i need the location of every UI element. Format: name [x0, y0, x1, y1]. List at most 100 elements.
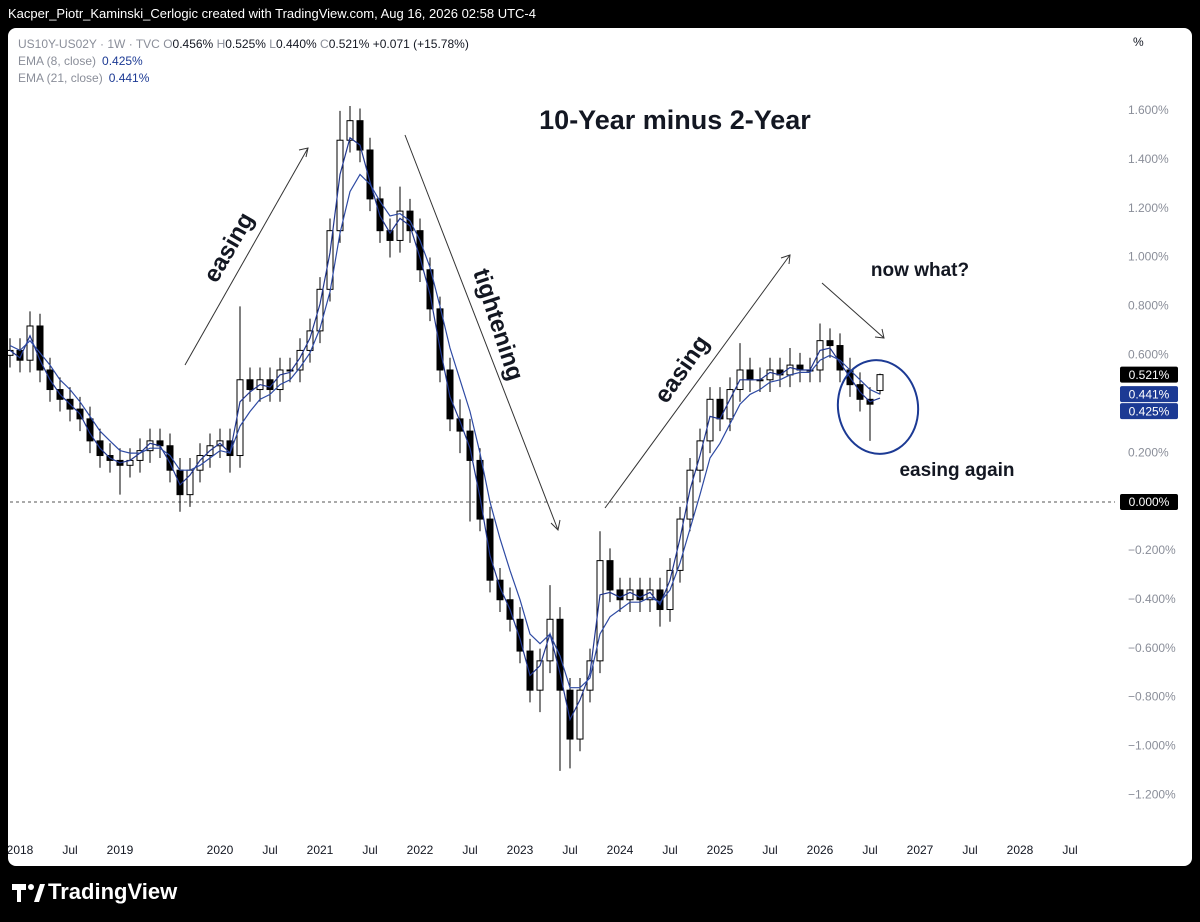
- candle-body: [356, 120, 364, 151]
- ohlc-key: O: [163, 37, 173, 51]
- candle-body: [8, 349, 14, 356]
- plot: 2018 Jul 2019 2020 Jul 2021 Jul 2022 Jul 2023 Jul 2…: [7, 106, 1115, 857]
- y-tick-label: 0.800%: [1128, 299, 1169, 313]
- candle-body: [526, 650, 534, 691]
- y-tick-label: −0.200%: [1128, 543, 1176, 557]
- ohlc-key: L: [269, 37, 276, 51]
- candle-body: [276, 369, 284, 391]
- arrow-head: [780, 254, 791, 265]
- x-tick-label: 2019: [107, 843, 134, 857]
- candle-body: [366, 149, 374, 200]
- arrow-head: [550, 519, 561, 532]
- price-tag-label: 0.441%: [1129, 387, 1170, 401]
- candle-body: [626, 589, 634, 601]
- candle-body: [746, 369, 754, 381]
- price-tag: [1120, 386, 1178, 403]
- x-tick-label: Jul: [662, 843, 677, 857]
- x-tick-label: 2018: [7, 843, 34, 857]
- x-tick-label: 2028: [1007, 843, 1034, 857]
- y-tick-label: −0.400%: [1128, 592, 1176, 606]
- candle-body: [766, 369, 774, 381]
- candle-body: [316, 288, 324, 332]
- legend-value: 0.441%: [108, 71, 150, 85]
- arrow: [184, 147, 309, 366]
- candle-body: [236, 379, 244, 457]
- price-tag-label: 0.521%: [1129, 368, 1170, 382]
- price-tag: [1120, 403, 1178, 420]
- y-tick-label: 0.200%: [1128, 445, 1169, 459]
- candle-body: [536, 660, 544, 691]
- x-tick-label: Jul: [62, 843, 77, 857]
- arrows: [184, 134, 885, 532]
- brand-name: TradingView: [48, 879, 178, 904]
- candle-body: [336, 139, 344, 232]
- credit-line: Kacper_Piotr_Kaminski_Cerlogic created w…: [8, 6, 536, 21]
- candle-body: [426, 269, 434, 310]
- candle-body: [636, 589, 644, 601]
- change: +0.071 (+15.78%): [372, 37, 469, 51]
- legend-row: EMA (21, close) 0.441%: [18, 70, 469, 87]
- arrow: [821, 282, 885, 339]
- x-tick-label: Jul: [962, 843, 977, 857]
- candle-body: [516, 618, 524, 652]
- arrow: [404, 134, 559, 531]
- x-tick-label: 2023: [507, 843, 534, 857]
- ohlc-value: 0.521%: [328, 37, 370, 51]
- candle-body: [616, 589, 624, 601]
- annotation: now what?: [871, 260, 969, 281]
- y-tick-label: 1.400%: [1128, 152, 1169, 166]
- candle-body: [36, 325, 44, 371]
- candle-body: [786, 364, 794, 376]
- candle-body: [646, 589, 654, 601]
- price-tag: [1120, 366, 1178, 383]
- candle-body: [496, 579, 504, 601]
- y-tick-label: 1.600%: [1128, 103, 1169, 117]
- x-tick-label: Jul: [462, 843, 477, 857]
- y-tick-label: 1.200%: [1128, 201, 1169, 215]
- x-tick-label: 2026: [807, 843, 834, 857]
- legend-name: EMA (8, close): [18, 54, 97, 68]
- candle-body: [226, 440, 234, 457]
- candle-body: [476, 459, 484, 520]
- candle-body: [416, 230, 424, 271]
- candle-body: [596, 560, 604, 662]
- logo-mark: [34, 884, 45, 902]
- x-tick-label: Jul: [762, 843, 777, 857]
- y-tick-label: 0.600%: [1128, 347, 1169, 361]
- candle-body: [286, 369, 294, 372]
- legend-value: 0.425%: [102, 54, 143, 68]
- candle-body: [396, 210, 404, 241]
- y-tick-label: −1.000%: [1128, 739, 1176, 753]
- candle-body: [346, 120, 354, 141]
- price-tag-label: 0.000%: [1129, 495, 1170, 509]
- x-tick-label: Jul: [862, 843, 877, 857]
- candle-body: [386, 230, 394, 241]
- candle-body: [486, 518, 494, 581]
- ohlc-key: C: [320, 37, 329, 51]
- x-tick-label: 2027: [907, 843, 934, 857]
- arrow-head: [874, 328, 885, 339]
- candle-body: [656, 589, 664, 611]
- x-tick-label: Jul: [362, 843, 377, 857]
- x-tick-label: Jul: [562, 843, 577, 857]
- arrow: [604, 254, 791, 509]
- candle-body: [86, 418, 94, 442]
- ohlc-value: 0.525%: [225, 37, 266, 51]
- ohlc-key: H: [216, 37, 226, 51]
- price-tag-label: 0.425%: [1129, 404, 1170, 418]
- chart-title: 10-Year minus 2-Year: [539, 105, 811, 135]
- candle-body: [606, 560, 614, 591]
- x-tick-label: Jul: [262, 843, 277, 857]
- candle-body: [246, 379, 254, 391]
- x-tick-label: 2021: [307, 843, 334, 857]
- candle-body: [306, 330, 314, 351]
- ohlc-value: 0.440%: [275, 37, 317, 51]
- annotation: easing again: [899, 460, 1014, 481]
- logo-mark: [12, 884, 26, 902]
- x-tick-label: 2025: [707, 843, 734, 857]
- price-tag: [1120, 493, 1178, 510]
- candle-body: [876, 374, 884, 392]
- arrow-head: [298, 147, 309, 158]
- candle-body: [686, 469, 694, 520]
